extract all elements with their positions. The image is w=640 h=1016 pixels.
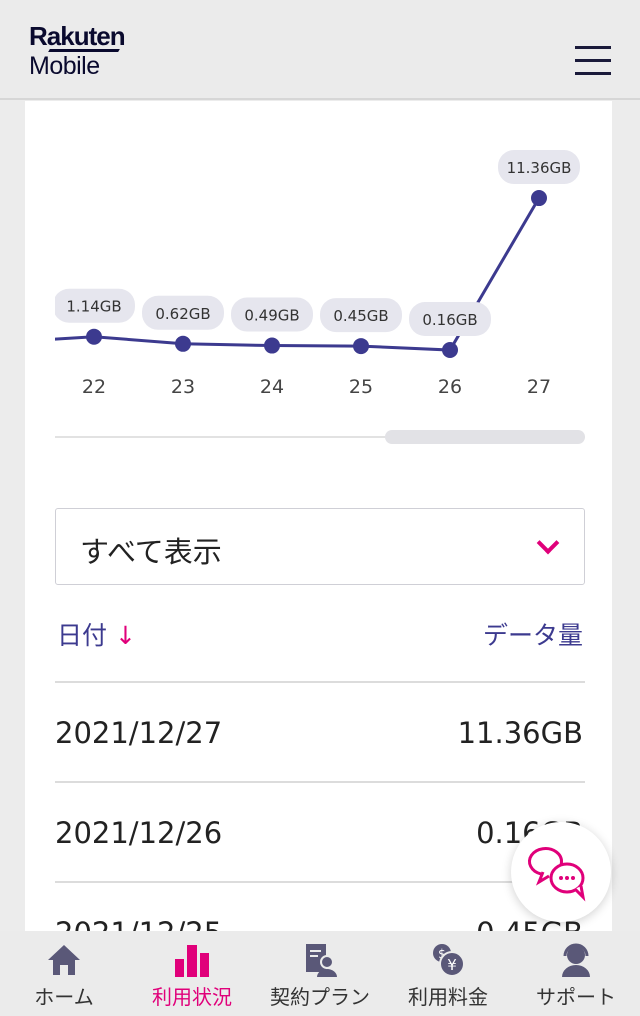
data-label-bg [320, 298, 402, 333]
nav-fee[interactable]: $ ¥ 利用料金 [384, 931, 512, 1016]
chat-button[interactable] [511, 822, 611, 922]
x-tick-label: 25 [349, 376, 373, 398]
svg-text:¥: ¥ [447, 956, 457, 974]
sort-by-date-header[interactable]: 日付 ↓ [57, 621, 136, 650]
data-label: 0.49GB [244, 307, 299, 325]
data-label: 1.14GB [66, 298, 121, 316]
data-label: 11.36GB [507, 159, 572, 177]
x-tick-label: 24 [260, 376, 284, 398]
data-label: 0.62GB [155, 305, 210, 323]
usage-chart: 1.14GB 22 0.62GB 23 0.49GB 24 0.45GB 25 0.16GB 26… [55, 150, 585, 444]
row-date: 2021/12/27 [55, 716, 223, 750]
x-tick-label: 22 [82, 376, 106, 398]
chat-icon [528, 847, 586, 902]
data-label-bg [142, 295, 224, 330]
rakuten-mobile-logo[interactable]: Rakuten Mobile [29, 21, 126, 80]
bar-chart-icon [175, 945, 209, 977]
svg-text:$: $ [438, 947, 446, 961]
data-point [264, 337, 280, 354]
home-icon [48, 945, 80, 975]
data-point [175, 335, 191, 352]
contract-icon [306, 944, 337, 977]
data-label-bg [498, 150, 580, 185]
data-point [353, 338, 369, 355]
nav-home[interactable]: ホーム [0, 931, 128, 1016]
row-date: 2021/12/26 [55, 816, 223, 850]
nav-support[interactable]: サポート [512, 931, 640, 1016]
data-label-bg [409, 302, 491, 337]
data-label: 0.16GB [422, 311, 477, 329]
x-tick-label: 26 [438, 376, 462, 398]
row-amount: 11.36GB [457, 716, 583, 750]
hamburger-menu-icon[interactable] [575, 46, 611, 78]
x-tick-label: 23 [171, 376, 195, 398]
data-label-bg [231, 297, 313, 332]
data-point [442, 342, 458, 359]
filter-select[interactable]: すべて表示 [55, 508, 585, 585]
data-point [531, 190, 547, 207]
fee-icon: $¥ [433, 944, 465, 977]
bottom-nav: ホーム 利用状況 契約プラン $ ¥ 利用料金 サポート [0, 931, 640, 1016]
nav-usage[interactable]: 利用状況 [128, 931, 256, 1016]
data-label: 0.45GB [333, 307, 388, 325]
header: Rakuten Mobile [0, 0, 640, 100]
data-point [86, 328, 102, 345]
chevron-down-icon [536, 531, 560, 555]
support-icon [562, 943, 590, 977]
x-tick-label: 27 [527, 376, 551, 398]
amount-header: データ量 [482, 621, 583, 650]
nav-plan[interactable]: 契約プラン [256, 931, 384, 1016]
data-label-bg [55, 288, 135, 323]
sort-arrow-icon: ↓ [114, 621, 136, 650]
